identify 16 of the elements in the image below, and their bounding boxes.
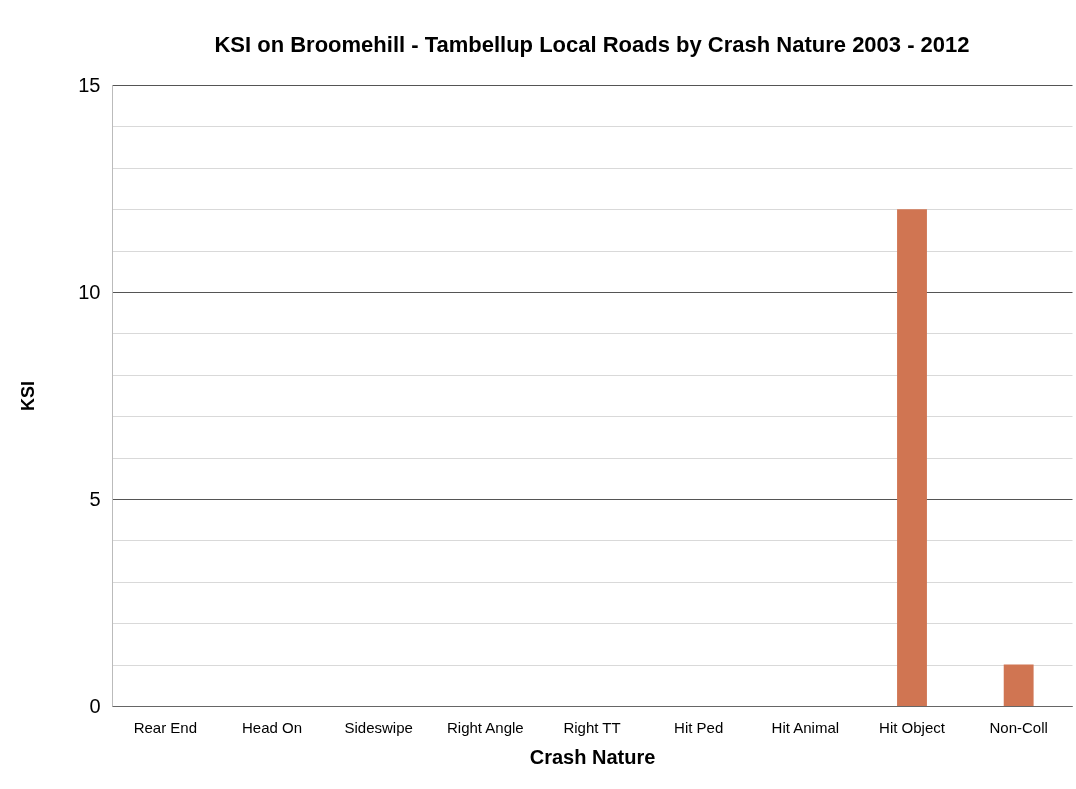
x-tick-label: Hit Object <box>879 718 946 736</box>
y-tick-label: 5 <box>89 487 101 510</box>
x-tick-label: Non-Coll <box>989 718 1048 736</box>
x-tick-label: Rear End <box>133 718 198 736</box>
x-tick-label: Hit Animal <box>771 718 840 736</box>
y-axis-title: KSI <box>18 380 39 412</box>
x-tick-label: Right Angle <box>446 718 524 736</box>
y-tick-label: 10 <box>78 280 101 303</box>
y-tick-label: 0 <box>89 694 101 717</box>
x-tick-label: Head On <box>241 718 303 736</box>
y-tick-label: 15 <box>78 73 101 96</box>
x-tick-label: Right TT <box>563 718 621 736</box>
x-tick-label: Sideswipe <box>344 718 413 736</box>
x-tick-label: Hit Ped <box>674 718 724 736</box>
x-axis-title: Crash Nature <box>529 745 656 768</box>
chart-title: KSI on Broomehill - Tambellup Local Roads by Crash Nature 2003 - 2012 <box>214 32 970 57</box>
